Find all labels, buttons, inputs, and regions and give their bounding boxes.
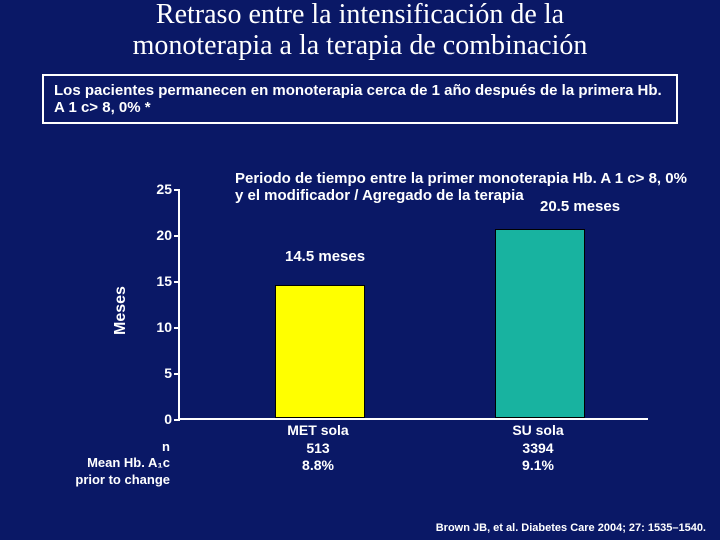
- y-tick-mark: [174, 419, 180, 421]
- x-category: SU sola33949.1%: [478, 422, 598, 475]
- title-line2: monoterapia a la terapia de combinación: [133, 30, 588, 61]
- x-row-labels: nMean Hb. A₁cprior to change: [20, 439, 170, 488]
- y-tick-mark: [174, 189, 180, 191]
- bar: [275, 285, 365, 418]
- y-tick-label: 20: [132, 227, 172, 243]
- y-axis-label: Meses: [112, 286, 130, 335]
- x-category: MET sola5138.8%: [258, 422, 378, 475]
- y-tick-mark: [174, 327, 180, 329]
- y-tick-label: 0: [132, 411, 172, 427]
- y-tick-mark: [174, 373, 180, 375]
- title-line1: Retraso entre la intensificación de la: [156, 0, 564, 30]
- note-box: Los pacientes permanecen en monoterapia …: [42, 74, 678, 124]
- bar-value-label: 20.5 meses: [540, 198, 620, 215]
- citation: Brown JB, et al. Diabetes Care 2004; 27:…: [436, 522, 706, 534]
- plot-region: 14.5 meses 20.5 meses: [178, 190, 648, 420]
- y-tick-label: 5: [132, 365, 172, 381]
- chart-area: Meses 14.5 meses20.5 meses 0510152025MET…: [130, 190, 650, 450]
- bar: [495, 229, 585, 418]
- slide-title: Retraso entre la intensificación de la m…: [0, 0, 720, 62]
- y-tick-label: 25: [132, 181, 172, 197]
- slide: Retraso entre la intensificación de la m…: [0, 0, 720, 540]
- y-tick-label: 10: [132, 319, 172, 335]
- note-text: Los pacientes permanecen en monoterapia …: [54, 82, 662, 116]
- y-tick-mark: [174, 235, 180, 237]
- bar-value-label: 14.5 meses: [285, 248, 365, 265]
- y-tick-mark: [174, 281, 180, 283]
- y-tick-label: 15: [132, 273, 172, 289]
